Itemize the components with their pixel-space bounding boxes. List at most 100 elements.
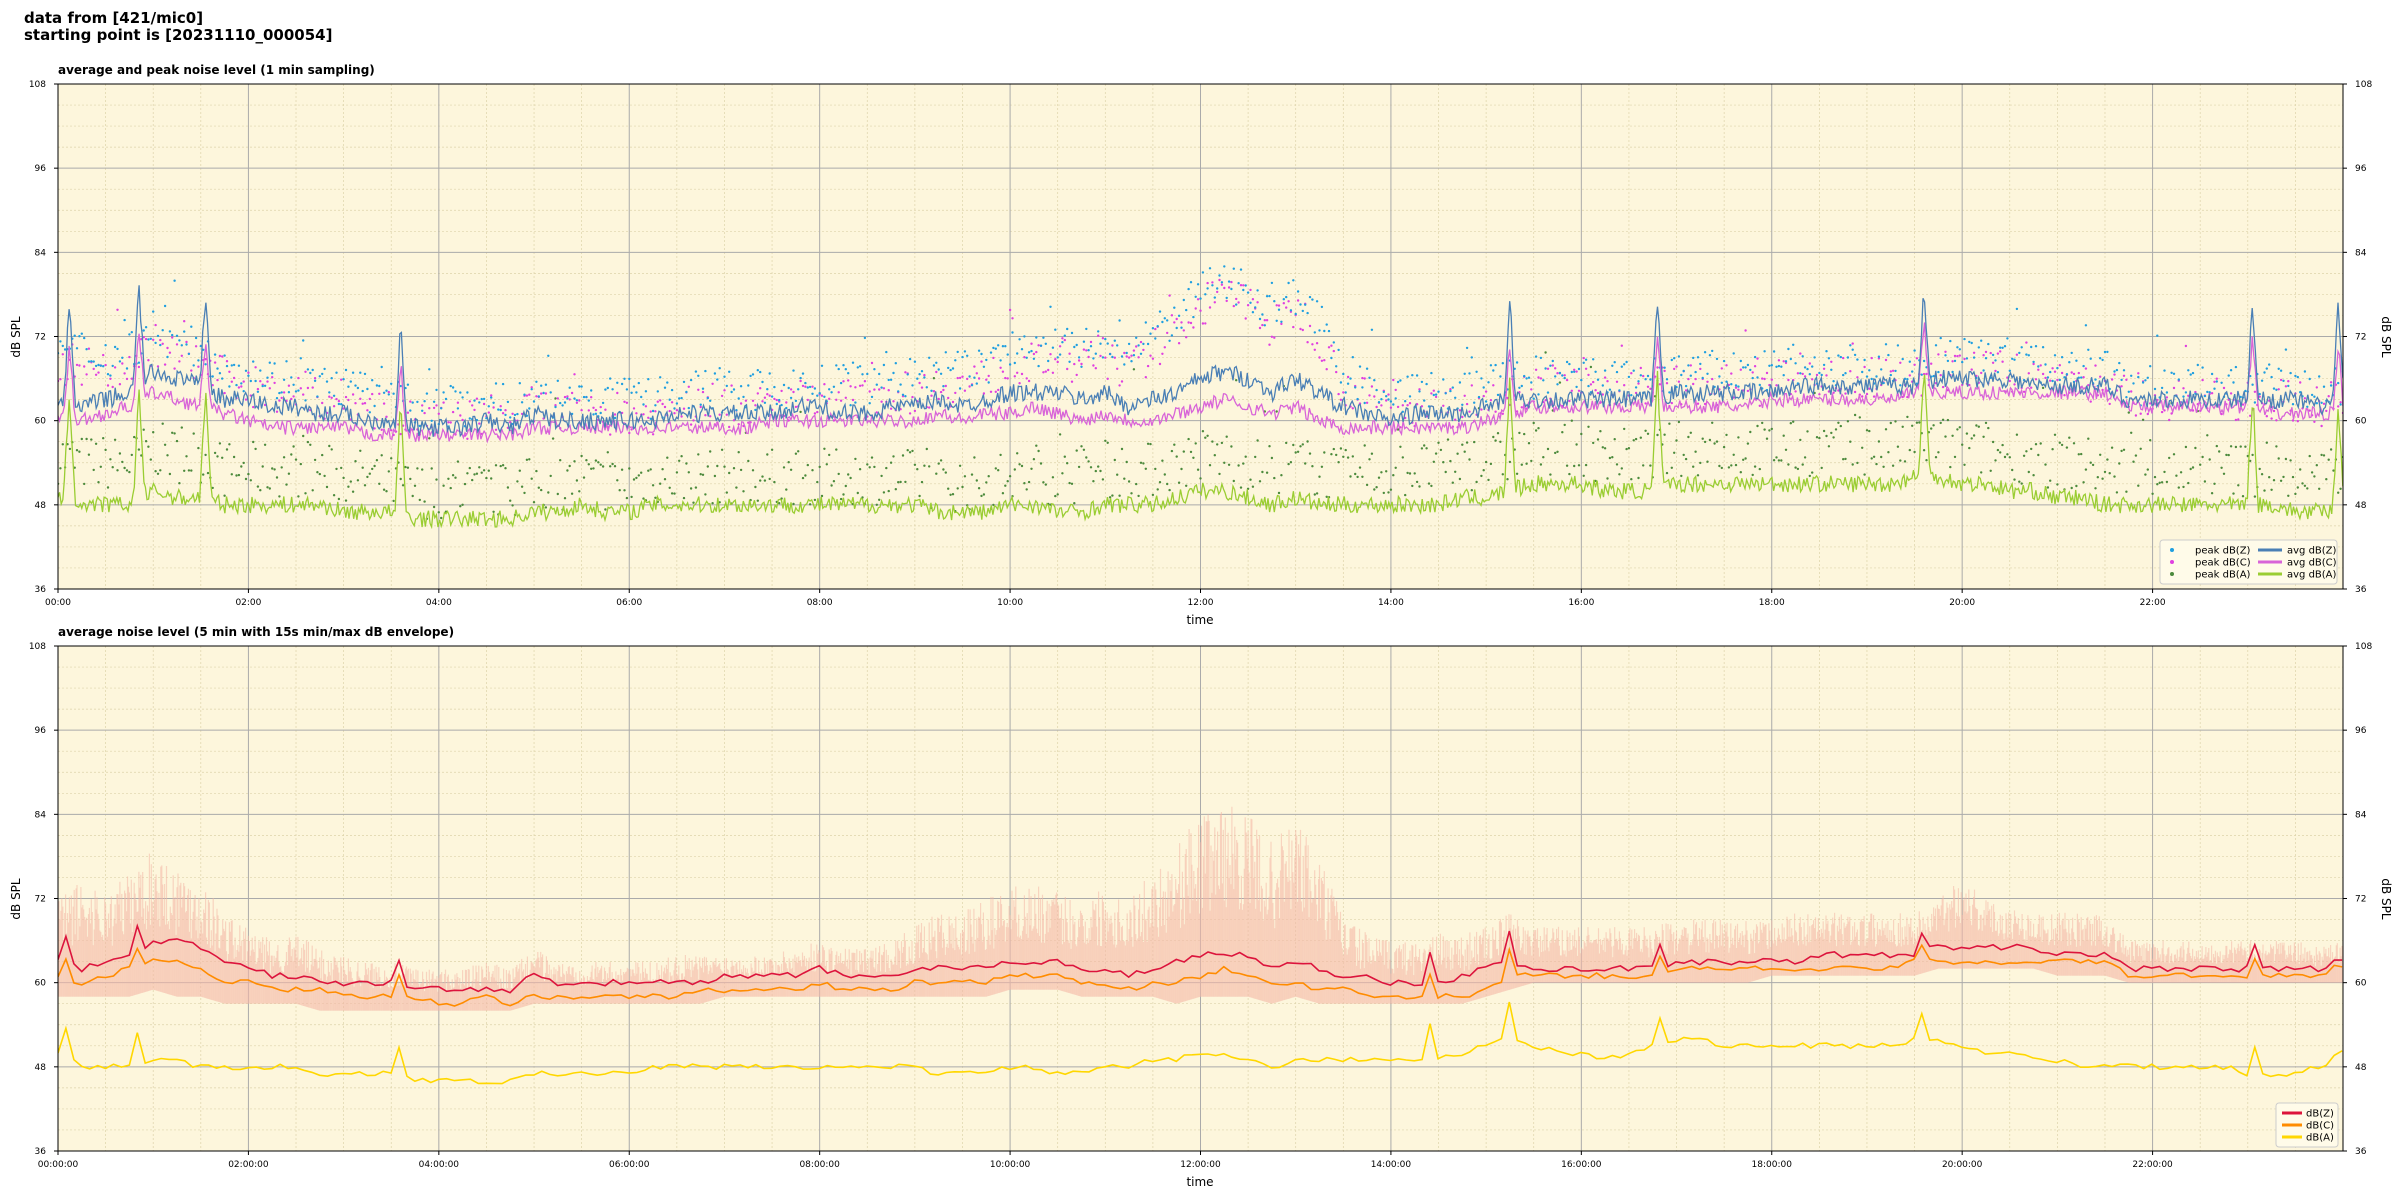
peak-point — [2308, 377, 2311, 381]
peak-point — [935, 472, 938, 475]
peak-point — [590, 467, 593, 470]
peak-point — [2108, 472, 2111, 475]
peak-point — [1901, 357, 1904, 361]
y-tick-label-right: 72 — [2355, 333, 2366, 343]
peak-point — [356, 386, 360, 390]
peak-point — [1473, 440, 1476, 444]
peak-point — [849, 385, 852, 388]
peak-point — [2268, 363, 2271, 366]
peak-point — [366, 475, 369, 479]
peak-point — [1075, 343, 1078, 347]
peak-point — [889, 407, 893, 410]
peak-point — [1308, 452, 1312, 455]
peak-point — [1663, 433, 1666, 436]
peak-point — [804, 385, 807, 388]
peak-point — [1256, 289, 1259, 292]
peak-point — [1166, 319, 1169, 322]
peak-point — [1346, 382, 1350, 385]
peak-point — [2282, 379, 2285, 382]
peak-point — [1299, 445, 1302, 448]
peak-point — [447, 421, 450, 424]
peak-point — [2015, 307, 2019, 311]
peak-point — [1344, 391, 1347, 394]
peak-point — [1289, 461, 1293, 464]
peak-point — [2060, 356, 2064, 359]
peak-point — [825, 463, 828, 466]
peak-point — [2149, 402, 2152, 405]
peak-point — [1742, 366, 1745, 369]
peak-point — [768, 477, 771, 481]
peak-point — [1332, 341, 1336, 344]
peak-point — [2237, 418, 2240, 421]
peak-point — [256, 390, 260, 393]
peak-point — [2234, 418, 2238, 422]
peak-point — [904, 480, 907, 484]
peak-point — [2022, 390, 2026, 393]
peak-point — [1744, 457, 1747, 460]
peak-point — [1256, 439, 1259, 442]
peak-point — [2339, 487, 2342, 490]
peak-point — [1675, 365, 1678, 368]
peak-point — [2199, 463, 2202, 466]
peak-point — [1749, 368, 1752, 372]
peak-point — [287, 384, 291, 387]
peak-point — [1111, 344, 1114, 347]
peak-point — [554, 397, 557, 400]
peak-point — [218, 442, 222, 445]
peak-point — [2251, 453, 2254, 457]
peak-point — [178, 482, 181, 485]
peak-point — [899, 383, 902, 386]
peak-point — [1320, 359, 1324, 362]
peak-point — [540, 384, 543, 387]
peak-point — [689, 423, 693, 426]
peak-point — [2025, 353, 2028, 356]
peak-point — [1177, 481, 1181, 484]
peak-point — [380, 428, 383, 431]
peak-point — [1634, 386, 1638, 389]
peak-point — [392, 499, 395, 503]
peak-point — [1389, 406, 1393, 409]
peak-point — [1465, 346, 1469, 350]
peak-point — [566, 395, 569, 398]
peak-point — [1142, 462, 1145, 465]
peak-point — [1582, 361, 1585, 364]
peak-point — [487, 469, 490, 472]
peak-point — [249, 479, 252, 482]
peak-point — [718, 413, 721, 416]
peak-point — [2277, 367, 2280, 370]
peak-point — [428, 368, 431, 371]
peak-point — [1125, 355, 1128, 358]
peak-point — [1587, 373, 1590, 377]
peak-point — [1296, 450, 1300, 453]
peak-point — [1903, 460, 1907, 463]
peak-point — [951, 400, 955, 404]
peak-point — [78, 450, 81, 453]
peak-point — [1104, 439, 1107, 442]
peak-point — [1858, 416, 1862, 419]
peak-point — [1047, 359, 1050, 363]
peak-point — [1099, 342, 1102, 345]
peak-point — [118, 360, 122, 363]
peak-point — [137, 448, 141, 451]
peak-point — [2294, 492, 2297, 496]
peak-point — [1156, 325, 1159, 328]
peak-point — [816, 394, 819, 397]
peak-point — [1463, 394, 1466, 397]
peak-point — [1782, 360, 1785, 363]
peak-point — [1539, 377, 1543, 380]
peak-point — [847, 372, 850, 375]
peak-point — [1125, 460, 1128, 464]
peak-point — [1137, 356, 1140, 359]
peak-point — [975, 479, 978, 482]
peak-point — [2134, 414, 2138, 417]
peak-point — [204, 453, 207, 457]
peak-point — [604, 508, 607, 511]
peak-point — [918, 373, 921, 376]
peak-point — [1901, 425, 1904, 428]
peak-point — [266, 486, 269, 489]
peak-point — [1987, 426, 1990, 430]
peak-point — [232, 363, 236, 367]
peak-point — [1794, 390, 1797, 393]
peak-point — [732, 467, 736, 470]
peak-point — [92, 367, 95, 371]
